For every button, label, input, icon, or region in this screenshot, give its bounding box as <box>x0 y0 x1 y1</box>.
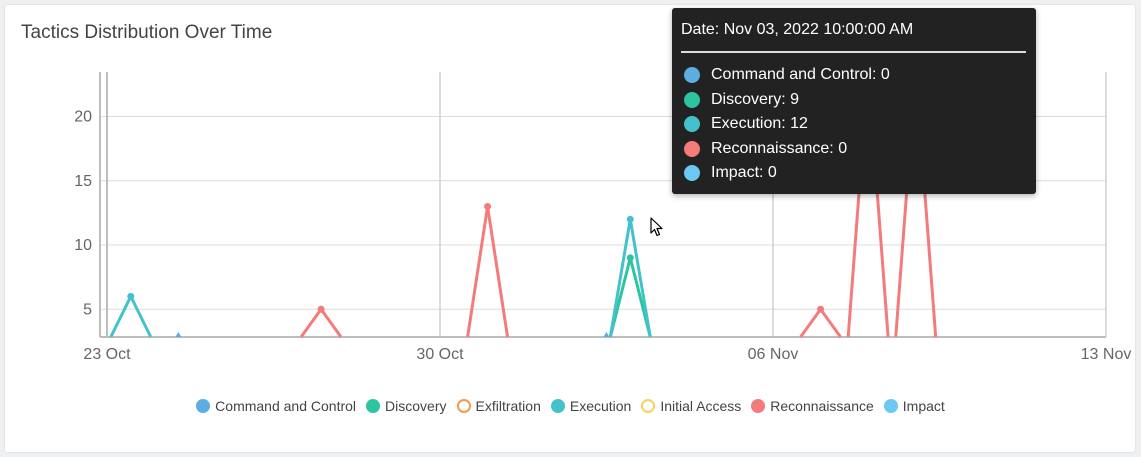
tooltip-rows: Command and Control: 0 Discovery: 9 Execut… <box>684 63 890 186</box>
series-line-reconnaissance <box>466 204 510 338</box>
chart-title: Tactics Distribution Over Time <box>21 22 273 43</box>
data-point-reconnaissance[interactable] <box>317 305 325 313</box>
series-line-reconnaissance <box>299 307 343 338</box>
legend-label: Discovery <box>385 398 447 414</box>
tooltip-row: Discovery: 9 <box>684 88 890 113</box>
series-line-execution <box>109 294 153 338</box>
chart-legend: Command and Control Discovery Exfiltration… <box>0 398 1141 414</box>
series-line-reconnaissance <box>799 307 842 338</box>
tooltip-series-dot-icon <box>684 116 700 133</box>
tooltip-row: Command and Control: 0 <box>684 63 890 88</box>
legend-item[interactable]: Discovery <box>366 398 447 414</box>
legend-marker-icon <box>641 399 656 413</box>
x-tick-label: 06 Nov <box>748 346 799 363</box>
legend-item[interactable]: Command and Control <box>196 398 356 414</box>
tooltip-series-dot-icon <box>684 91 700 108</box>
legend-item[interactable]: Exfiltration <box>456 398 541 414</box>
y-tick-label: 20 <box>74 109 92 126</box>
data-point-reconnaissance[interactable] <box>484 202 492 210</box>
legend-label: Command and Control <box>215 398 357 414</box>
tooltip-row: Impact: 0 <box>684 161 890 186</box>
data-point-execution[interactable] <box>626 215 634 223</box>
legend-item[interactable]: Execution <box>550 398 632 414</box>
tooltip-row-text: Command and Control: 0 <box>711 66 890 84</box>
y-tick-label: 5 <box>83 301 92 318</box>
chart-tooltip: Date: Nov 03, 2022 10:00:00 AM Command a… <box>672 8 1036 194</box>
tooltip-series-dot-icon <box>684 140 700 157</box>
tooltip-series-dot-icon <box>684 165 700 182</box>
legend-marker-icon <box>366 399 381 413</box>
legend-item[interactable]: Initial Access <box>641 398 741 414</box>
tooltip-row: Execution: 12 <box>684 112 890 137</box>
tooltip-row-text: Impact: 0 <box>711 164 777 182</box>
legend-marker-icon <box>196 399 211 413</box>
legend-label: Initial Access <box>660 398 742 414</box>
y-tick-label: 10 <box>74 237 92 254</box>
tooltip-series-dot-icon <box>684 67 700 84</box>
legend-item[interactable]: Impact <box>883 398 945 414</box>
legend-label: Impact <box>902 398 945 414</box>
x-tick-label: 23 Oct <box>83 346 131 363</box>
x-tick-label: 30 Oct <box>416 346 464 363</box>
legend-marker-icon <box>883 399 898 413</box>
y-tick-label: 15 <box>74 173 92 190</box>
legend-label: Reconnaissance <box>770 398 874 414</box>
x-tick-label: 13 Nov <box>1081 346 1132 363</box>
legend-marker-icon <box>751 399 766 413</box>
tooltip-divider <box>681 51 1026 53</box>
legend-label: Exfiltration <box>475 398 541 414</box>
mouse-cursor-icon <box>650 217 663 237</box>
tooltip-row: Reconnaissance: 0 <box>684 137 890 162</box>
tooltip-row-text: Discovery: 9 <box>711 90 800 108</box>
tooltip-row-text: Reconnaissance: 0 <box>711 139 848 157</box>
legend-label: Execution <box>569 398 632 414</box>
legend-item[interactable]: Reconnaissance <box>751 398 874 414</box>
data-point-reconnaissance[interactable] <box>817 305 825 313</box>
baseline-point <box>175 332 182 337</box>
data-point-discovery[interactable] <box>626 254 634 262</box>
legend-marker-icon <box>550 399 565 413</box>
tooltip-row-text: Execution: 12 <box>711 115 808 133</box>
data-point-execution[interactable] <box>127 292 135 300</box>
baseline-point <box>603 332 610 337</box>
legend-marker-icon <box>456 399 471 413</box>
tooltip-date: Date: Nov 03, 2022 10:00:00 AM <box>681 21 914 38</box>
